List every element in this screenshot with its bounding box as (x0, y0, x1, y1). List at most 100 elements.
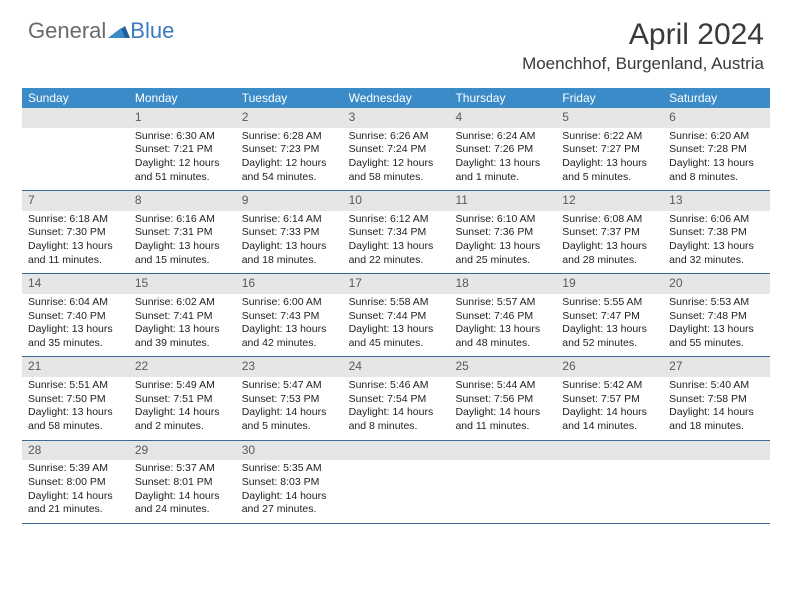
daylight-label: Daylight: 14 hours and 21 minutes. (28, 490, 123, 517)
sunrise-label: Sunrise: 6:00 AM (242, 296, 337, 310)
day-cell: 14Sunrise: 6:04 AMSunset: 7:40 PMDayligh… (22, 274, 129, 356)
day-cell-body: Sunrise: 6:02 AMSunset: 7:41 PMDaylight:… (129, 294, 236, 357)
sunrise-label: Sunrise: 6:24 AM (455, 130, 550, 144)
sunset-label: Sunset: 7:46 PM (455, 310, 550, 324)
day-cell-body: Sunrise: 5:47 AMSunset: 7:53 PMDaylight:… (236, 377, 343, 440)
day-number: 9 (236, 191, 343, 211)
day-cell: 12Sunrise: 6:08 AMSunset: 7:37 PMDayligh… (556, 191, 663, 273)
day-cell-body: Sunrise: 6:24 AMSunset: 7:26 PMDaylight:… (449, 128, 556, 191)
day-cell: 13Sunrise: 6:06 AMSunset: 7:38 PMDayligh… (663, 191, 770, 273)
sunrise-label: Sunrise: 6:18 AM (28, 213, 123, 227)
daylight-label: Daylight: 12 hours and 54 minutes. (242, 157, 337, 184)
sunset-label: Sunset: 7:34 PM (349, 226, 444, 240)
day-cell (22, 108, 129, 190)
sunset-label: Sunset: 7:27 PM (562, 143, 657, 157)
day-cell-body: Sunrise: 5:53 AMSunset: 7:48 PMDaylight:… (663, 294, 770, 357)
sunrise-label: Sunrise: 6:22 AM (562, 130, 657, 144)
day-cell: 10Sunrise: 6:12 AMSunset: 7:34 PMDayligh… (343, 191, 450, 273)
day-number (22, 108, 129, 128)
day-cell-body: Sunrise: 6:16 AMSunset: 7:31 PMDaylight:… (129, 211, 236, 274)
day-cell: 2Sunrise: 6:28 AMSunset: 7:23 PMDaylight… (236, 108, 343, 190)
day-number: 17 (343, 274, 450, 294)
sunrise-label: Sunrise: 5:51 AM (28, 379, 123, 393)
daylight-label: Daylight: 13 hours and 45 minutes. (349, 323, 444, 350)
day-cell-body (449, 460, 556, 468)
sunset-label: Sunset: 7:54 PM (349, 393, 444, 407)
day-cell: 15Sunrise: 6:02 AMSunset: 7:41 PMDayligh… (129, 274, 236, 356)
day-cell-body: Sunrise: 6:06 AMSunset: 7:38 PMDaylight:… (663, 211, 770, 274)
day-cell-body: Sunrise: 6:18 AMSunset: 7:30 PMDaylight:… (22, 211, 129, 274)
sunrise-label: Sunrise: 5:57 AM (455, 296, 550, 310)
sunrise-label: Sunrise: 6:06 AM (669, 213, 764, 227)
sunrise-label: Sunrise: 5:58 AM (349, 296, 444, 310)
day-cell: 18Sunrise: 5:57 AMSunset: 7:46 PMDayligh… (449, 274, 556, 356)
day-number: 5 (556, 108, 663, 128)
day-cell: 29Sunrise: 5:37 AMSunset: 8:01 PMDayligh… (129, 441, 236, 523)
daylight-label: Daylight: 13 hours and 52 minutes. (562, 323, 657, 350)
sunset-label: Sunset: 7:21 PM (135, 143, 230, 157)
calendar: SundayMondayTuesdayWednesdayThursdayFrid… (22, 88, 770, 524)
day-cell-body: Sunrise: 5:42 AMSunset: 7:57 PMDaylight:… (556, 377, 663, 440)
page-header: General Blue April 2024 Moenchhof, Burge… (0, 0, 792, 82)
daylight-label: Daylight: 12 hours and 58 minutes. (349, 157, 444, 184)
day-cell (343, 441, 450, 523)
day-cell-body: Sunrise: 6:04 AMSunset: 7:40 PMDaylight:… (22, 294, 129, 357)
daylight-label: Daylight: 13 hours and 55 minutes. (669, 323, 764, 350)
day-number (343, 441, 450, 461)
sunrise-label: Sunrise: 5:42 AM (562, 379, 657, 393)
sunrise-label: Sunrise: 6:10 AM (455, 213, 550, 227)
day-cell: 11Sunrise: 6:10 AMSunset: 7:36 PMDayligh… (449, 191, 556, 273)
brand-logo: General Blue (28, 18, 174, 44)
day-number: 30 (236, 441, 343, 461)
day-cell: 25Sunrise: 5:44 AMSunset: 7:56 PMDayligh… (449, 357, 556, 439)
daylight-label: Daylight: 13 hours and 28 minutes. (562, 240, 657, 267)
day-cell: 24Sunrise: 5:46 AMSunset: 7:54 PMDayligh… (343, 357, 450, 439)
daylight-label: Daylight: 13 hours and 11 minutes. (28, 240, 123, 267)
sunset-label: Sunset: 7:47 PM (562, 310, 657, 324)
title-block: April 2024 Moenchhof, Burgenland, Austri… (522, 18, 764, 74)
sunrise-label: Sunrise: 5:40 AM (669, 379, 764, 393)
day-cell-body: Sunrise: 6:22 AMSunset: 7:27 PMDaylight:… (556, 128, 663, 191)
brand-triangle-icon (108, 20, 130, 43)
day-cell-body: Sunrise: 6:28 AMSunset: 7:23 PMDaylight:… (236, 128, 343, 191)
day-cell: 22Sunrise: 5:49 AMSunset: 7:51 PMDayligh… (129, 357, 236, 439)
day-cell-body: Sunrise: 6:12 AMSunset: 7:34 PMDaylight:… (343, 211, 450, 274)
daylight-label: Daylight: 14 hours and 14 minutes. (562, 406, 657, 433)
day-cell-body: Sunrise: 5:51 AMSunset: 7:50 PMDaylight:… (22, 377, 129, 440)
sunrise-label: Sunrise: 6:28 AM (242, 130, 337, 144)
daylight-label: Daylight: 14 hours and 11 minutes. (455, 406, 550, 433)
daylight-label: Daylight: 13 hours and 32 minutes. (669, 240, 764, 267)
day-cell-body: Sunrise: 5:37 AMSunset: 8:01 PMDaylight:… (129, 460, 236, 523)
day-cell: 30Sunrise: 5:35 AMSunset: 8:03 PMDayligh… (236, 441, 343, 523)
sunset-label: Sunset: 7:28 PM (669, 143, 764, 157)
sunset-label: Sunset: 7:56 PM (455, 393, 550, 407)
sunrise-label: Sunrise: 6:14 AM (242, 213, 337, 227)
sunset-label: Sunset: 7:58 PM (669, 393, 764, 407)
sunrise-label: Sunrise: 6:02 AM (135, 296, 230, 310)
day-number: 22 (129, 357, 236, 377)
day-cell: 3Sunrise: 6:26 AMSunset: 7:24 PMDaylight… (343, 108, 450, 190)
day-cell-body: Sunrise: 5:46 AMSunset: 7:54 PMDaylight:… (343, 377, 450, 440)
day-number: 20 (663, 274, 770, 294)
week-row: 1Sunrise: 6:30 AMSunset: 7:21 PMDaylight… (22, 108, 770, 191)
day-number: 24 (343, 357, 450, 377)
month-title: April 2024 (522, 18, 764, 52)
day-number: 21 (22, 357, 129, 377)
daylight-label: Daylight: 14 hours and 18 minutes. (669, 406, 764, 433)
day-number: 26 (556, 357, 663, 377)
brand-text-general: General (28, 18, 106, 44)
day-number: 2 (236, 108, 343, 128)
sunset-label: Sunset: 7:57 PM (562, 393, 657, 407)
location-label: Moenchhof, Burgenland, Austria (522, 54, 764, 74)
daylight-label: Daylight: 14 hours and 27 minutes. (242, 490, 337, 517)
day-cell-body: Sunrise: 6:10 AMSunset: 7:36 PMDaylight:… (449, 211, 556, 274)
day-cell-body (556, 460, 663, 468)
sunset-label: Sunset: 7:33 PM (242, 226, 337, 240)
sunrise-label: Sunrise: 6:30 AM (135, 130, 230, 144)
day-number: 14 (22, 274, 129, 294)
daylight-label: Daylight: 13 hours and 25 minutes. (455, 240, 550, 267)
daylight-label: Daylight: 13 hours and 58 minutes. (28, 406, 123, 433)
sunset-label: Sunset: 7:24 PM (349, 143, 444, 157)
sunset-label: Sunset: 7:53 PM (242, 393, 337, 407)
sunrise-label: Sunrise: 6:04 AM (28, 296, 123, 310)
